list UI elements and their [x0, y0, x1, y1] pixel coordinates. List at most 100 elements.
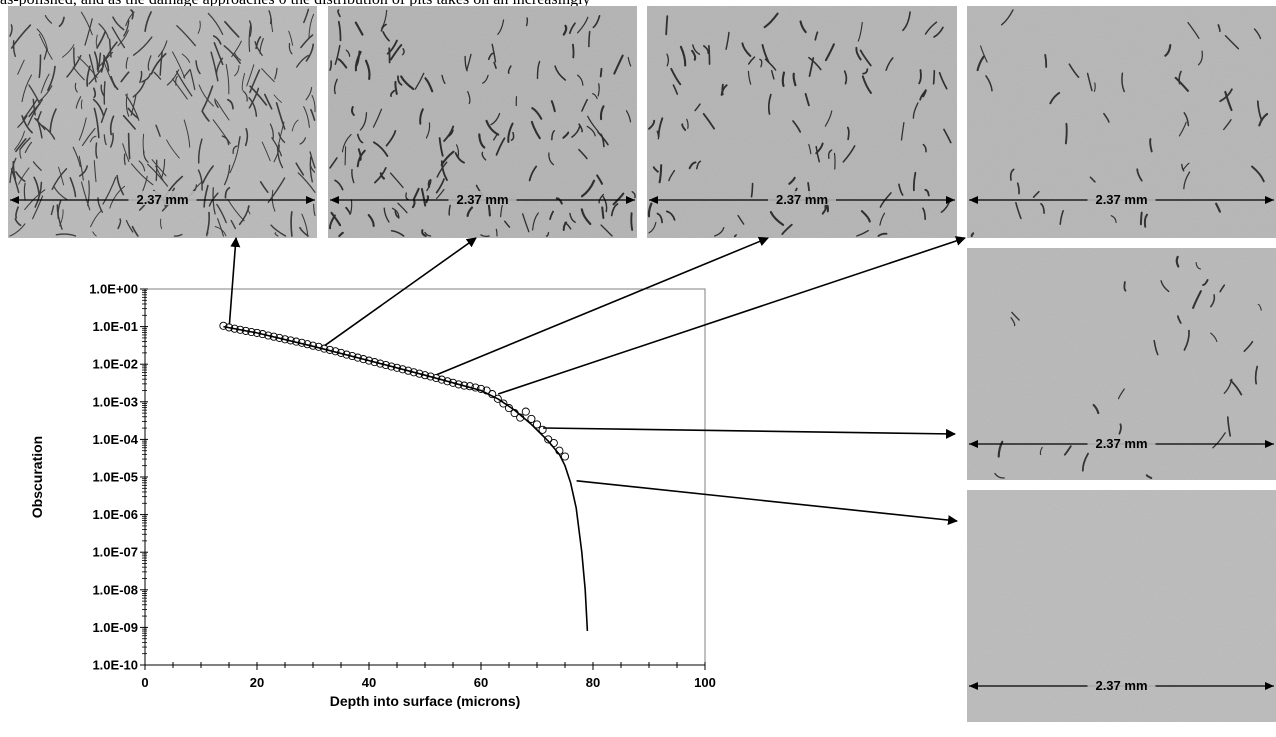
crack	[1183, 171, 1191, 190]
data-point	[387, 362, 396, 371]
crack	[43, 48, 48, 60]
crack	[125, 94, 140, 121]
crack	[482, 74, 489, 84]
crack	[198, 84, 214, 107]
crack	[309, 151, 316, 169]
crack	[309, 156, 313, 183]
data-point	[336, 348, 346, 357]
crack	[1215, 202, 1221, 213]
crack	[226, 98, 234, 110]
crack	[922, 143, 927, 153]
crack	[201, 110, 210, 122]
crack	[157, 40, 168, 58]
crack	[122, 143, 130, 163]
crack	[1093, 82, 1096, 92]
crack	[900, 121, 905, 141]
crack	[303, 106, 310, 128]
crack	[116, 174, 125, 196]
crack	[261, 141, 271, 162]
crack	[666, 53, 670, 67]
crack	[17, 115, 28, 128]
crack	[132, 36, 153, 56]
crack	[596, 174, 603, 185]
crack	[1257, 303, 1262, 311]
crack	[670, 67, 682, 86]
crack	[688, 161, 697, 170]
crack	[37, 85, 53, 103]
crack	[197, 169, 203, 191]
crack	[562, 131, 570, 139]
data-point	[236, 325, 245, 334]
crack	[846, 126, 850, 141]
crack	[166, 69, 180, 86]
crack	[237, 136, 241, 146]
y-tick-label: 1.0E-09	[92, 620, 138, 635]
x-tick-label: 100	[694, 675, 716, 690]
crack	[150, 52, 167, 75]
crack	[15, 171, 26, 183]
crack	[441, 74, 446, 84]
crack	[21, 74, 33, 103]
crack	[291, 119, 299, 132]
micrograph-4: 2.37 mm	[967, 6, 1276, 238]
crack	[1040, 202, 1045, 214]
crack	[586, 125, 596, 137]
crack	[720, 84, 728, 96]
crack	[24, 141, 33, 154]
crack	[1223, 378, 1233, 394]
crack	[355, 50, 361, 67]
crack	[648, 221, 657, 234]
crack	[22, 99, 38, 121]
crack	[440, 160, 448, 182]
crack	[270, 224, 287, 237]
data-point	[247, 327, 256, 337]
crack	[1044, 53, 1048, 68]
crack	[1139, 211, 1143, 226]
crack	[166, 139, 180, 159]
crack	[597, 131, 609, 146]
crack	[741, 42, 752, 57]
crack	[37, 111, 42, 121]
crack	[994, 472, 1005, 479]
crack	[338, 231, 344, 238]
data-point	[443, 377, 452, 386]
crack	[78, 117, 87, 141]
x-tick-label: 80	[586, 675, 600, 690]
data-point	[415, 369, 424, 378]
crack	[299, 226, 309, 237]
scale-label: 2.37 mm	[136, 192, 188, 207]
crack	[210, 51, 219, 82]
crack	[1210, 332, 1218, 343]
crack	[692, 44, 701, 55]
crack	[142, 133, 145, 154]
crack	[504, 220, 511, 228]
crack	[771, 70, 775, 80]
callout-arrow	[436, 236, 769, 376]
crack	[58, 16, 65, 28]
crack	[55, 233, 77, 237]
crack	[181, 53, 191, 63]
crack	[290, 211, 293, 237]
crack	[580, 208, 592, 226]
crack	[924, 188, 930, 197]
crack	[78, 155, 84, 181]
crack	[183, 119, 191, 148]
crack	[73, 47, 76, 67]
crack	[578, 148, 588, 160]
crack	[1177, 315, 1182, 324]
crack	[233, 52, 242, 61]
crack	[792, 72, 797, 87]
crack	[1183, 112, 1190, 127]
crack	[276, 147, 284, 169]
crack	[761, 44, 770, 64]
crack	[248, 23, 252, 52]
crack	[151, 159, 167, 177]
crack	[842, 145, 856, 163]
crack	[382, 31, 390, 42]
crack	[493, 61, 497, 69]
crack	[464, 55, 468, 72]
data-point	[264, 331, 273, 340]
crack	[747, 70, 752, 85]
crack	[1254, 365, 1259, 385]
crack-pattern	[9, 8, 316, 237]
